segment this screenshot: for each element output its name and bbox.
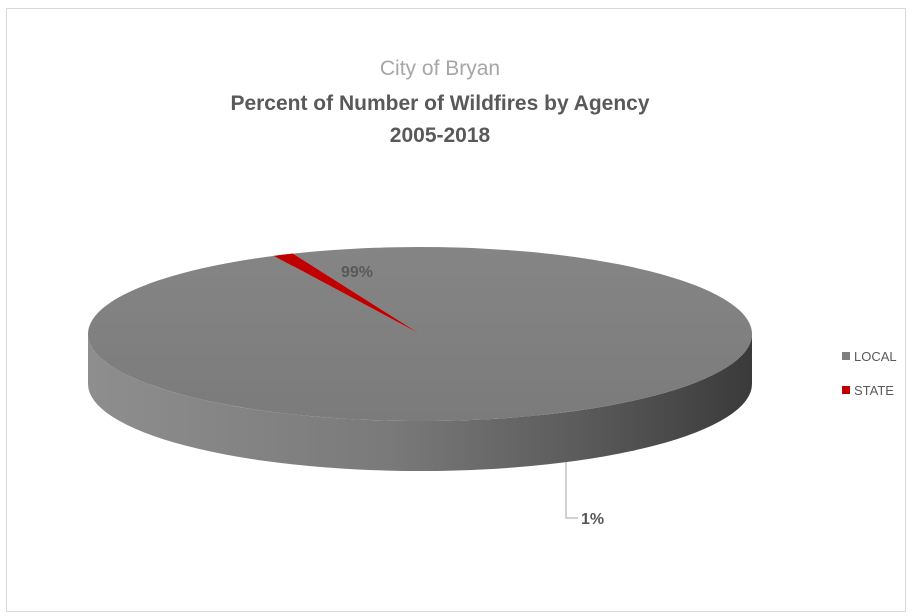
pie-side-local	[88, 334, 752, 471]
pie-top-group	[87, 247, 752, 421]
leader-line-state	[565, 462, 578, 519]
legend-label-state: STATE	[854, 383, 894, 398]
pie-slice-local	[87, 247, 752, 421]
chart-subtitle: City of Bryan	[380, 57, 500, 80]
legend-label-local: LOCAL	[854, 349, 897, 364]
legend-swatch-local	[842, 352, 850, 360]
chart-title: Percent of Number of Wildfires by Agency	[230, 92, 649, 115]
pie-slice-state	[273, 253, 420, 334]
legend: LOCAL STATE	[842, 349, 897, 398]
data-label-local: 99%	[341, 264, 373, 281]
data-label-state: 1%	[581, 511, 604, 528]
chart-title-years: 2005-2018	[390, 124, 491, 147]
legend-swatch-state	[842, 386, 850, 394]
